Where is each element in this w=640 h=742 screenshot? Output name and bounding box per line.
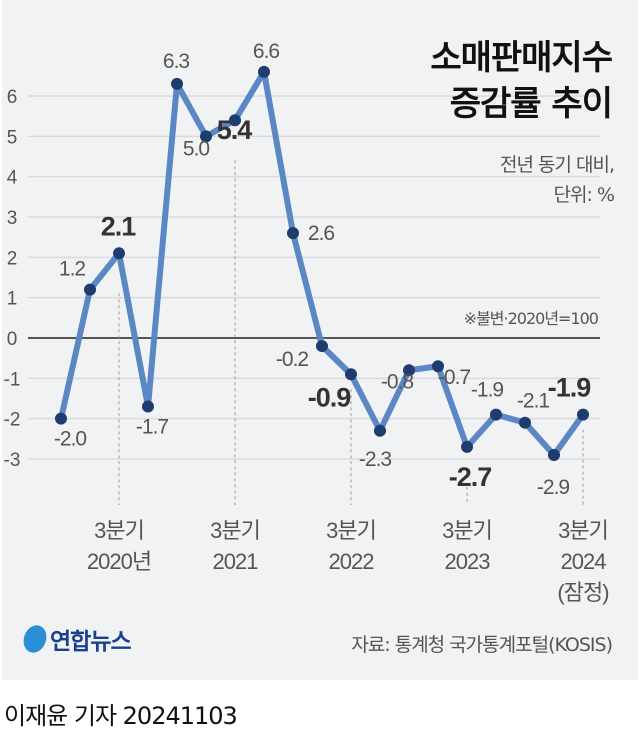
y-tick-label: 6: [7, 87, 18, 108]
data-label: 6.6: [253, 40, 280, 63]
data-point: [432, 360, 444, 373]
logo-text: 연합뉴스: [50, 629, 132, 655]
data-point: [200, 130, 212, 143]
data-point: [84, 283, 96, 296]
data-point: [142, 400, 154, 413]
x-tick-label: 2020년: [87, 549, 151, 574]
y-tick-label: 1: [7, 289, 18, 310]
data-label: -0.9: [308, 382, 352, 412]
y-tick-label: -2: [4, 410, 21, 431]
data-label: -2.1: [517, 390, 550, 413]
data-point: [345, 368, 357, 381]
y-tick-label: -3: [4, 450, 21, 471]
data-point: [171, 77, 183, 90]
source-text: 자료: 통계청 국가통계포털(KOSIS): [351, 634, 613, 656]
data-point: [287, 227, 299, 240]
data-label: 2.6: [308, 222, 335, 245]
x-tick-label: 3분기: [442, 518, 492, 543]
data-point: [490, 408, 502, 421]
data-point: [55, 412, 67, 425]
y-tick-label: 2: [7, 248, 18, 269]
data-label: -1.9: [548, 373, 592, 403]
chart-title-line-1: 소매판매지수: [430, 38, 613, 78]
yonhap-logo-icon: [19, 622, 51, 656]
data-point: [577, 408, 589, 421]
y-tick-label: -1: [4, 369, 21, 390]
data-point: [461, 440, 473, 453]
data-label: 6.3: [163, 50, 190, 73]
byline: 이재윤 기자 20241103: [4, 702, 238, 730]
x-tick-label: 2021: [213, 549, 259, 574]
x-tick-label: 3분기: [558, 518, 608, 543]
data-label: -2.0: [54, 428, 87, 451]
data-point: [113, 247, 125, 260]
data-label: 5.0: [183, 137, 210, 160]
x-tick-label: 2023: [445, 549, 491, 574]
data-point: [519, 416, 531, 429]
data-label: -2.3: [359, 448, 392, 471]
x-tick-label: 3분기: [210, 518, 260, 543]
data-point: [374, 424, 386, 437]
data-point: [316, 340, 328, 353]
data-label: -0.8: [381, 370, 414, 393]
data-label: 2.1: [101, 211, 137, 241]
x-tick-label: 2024: [561, 549, 607, 574]
data-point: [258, 65, 270, 78]
data-label: -2.9: [537, 476, 570, 499]
chart-subtitle-line-2: 단위: %: [553, 184, 615, 206]
data-label: -0.2: [276, 348, 309, 371]
y-tick-label: 4: [7, 168, 18, 189]
chart-subtitle-line-1: 전년 동기 대비,: [500, 154, 615, 176]
x-tick-label: 2022: [329, 549, 375, 574]
y-tick-label: 5: [7, 127, 18, 148]
yonhap-logo: 연합뉴스: [19, 622, 132, 656]
data-label: 1.2: [59, 258, 86, 281]
data-point: [229, 114, 241, 127]
data-point: [403, 364, 415, 377]
data-label: -1.7: [136, 416, 169, 439]
data-label: -2.7: [449, 462, 492, 492]
x-tick-label: 3분기: [326, 518, 376, 543]
x-tick-label: (잠정): [557, 580, 608, 605]
data-label: 5.4: [217, 115, 253, 145]
line-chart: 6 5 4 3 2 1 0 -1 -2 -3 3분기 2020년 3분기 2021 3분기 2022 3분기 20…: [4, 40, 610, 605]
data-label: -0.7: [438, 366, 471, 389]
y-tick-label: 0: [7, 329, 18, 350]
y-tick-label: 3: [7, 208, 18, 229]
chart-title-line-2: 증감률 추이: [449, 84, 613, 124]
data-point: [548, 448, 560, 461]
x-tick-label: 3분기: [94, 518, 144, 543]
chart-note: ※불변·2020년=100: [463, 309, 599, 328]
data-label: -1.9: [471, 379, 504, 402]
